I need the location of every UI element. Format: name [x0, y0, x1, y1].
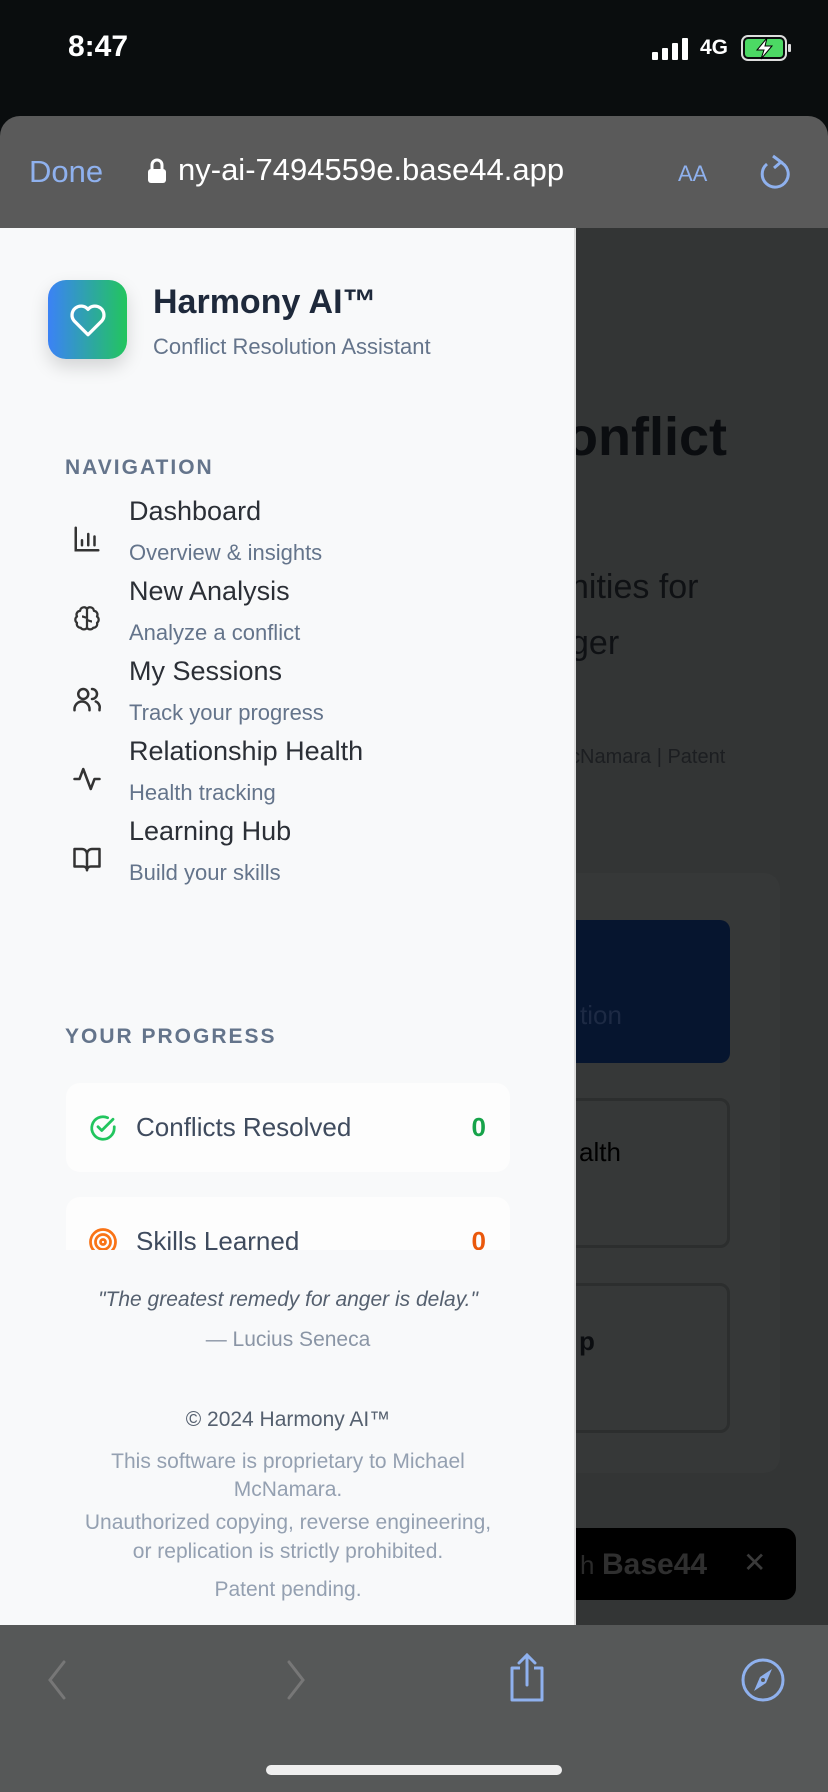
- nav-item-my-sessions[interactable]: My Sessions Track your progress: [60, 656, 540, 736]
- lock-icon: [148, 158, 166, 183]
- heart-icon: [69, 303, 106, 336]
- bg-tagline-2: ger: [570, 624, 620, 662]
- nav-item-label: Learning Hub: [129, 816, 292, 846]
- nav-item-sublabel: Overview & insights: [129, 540, 323, 565]
- nav-item-label: Relationship Health: [129, 736, 364, 766]
- sidebar: Harmony AI™ Conflict Resolution Assistan…: [0, 228, 576, 1625]
- book-open-icon: [73, 847, 101, 872]
- bg-card-text: p: [579, 1326, 595, 1356]
- patent-notice: Patent pending.: [214, 1578, 362, 1601]
- users-icon: [73, 687, 101, 712]
- nav-item-label: Dashboard: [129, 496, 262, 526]
- bg-credit: cNamara | Patent: [570, 746, 726, 768]
- copyright: © 2024 Harmony AI™: [185, 1408, 391, 1431]
- progress-value: 0: [471, 1112, 486, 1142]
- progress-card-conflicts-resolved: Conflicts Resolved 0: [66, 1083, 510, 1172]
- footer-line: McNamara.: [233, 1478, 343, 1501]
- nav-item-sublabel: Track your progress: [129, 700, 324, 725]
- signal-icon: [652, 38, 688, 60]
- footer-line: Unauthorized copying, reverse engineerin…: [84, 1511, 492, 1534]
- bar-chart-icon: [74, 526, 100, 552]
- badge-brand: Base44: [602, 1548, 708, 1581]
- footer-line: This software is proprietary to Michael: [111, 1450, 465, 1473]
- reload-icon[interactable]: [758, 154, 792, 192]
- web-page: onflict nities for ger cNamara | Patent …: [0, 228, 828, 1625]
- footer-line: or replication is strictly prohibited.: [132, 1540, 444, 1563]
- navigation-heading: NAVIGATION: [65, 456, 214, 479]
- made-with-base44-badge[interactable]: h Base44 ✕: [540, 1528, 796, 1600]
- status-time: 8:47: [68, 30, 129, 63]
- brain-icon: [74, 606, 100, 631]
- done-button[interactable]: Done: [29, 154, 104, 189]
- back-icon[interactable]: [44, 1659, 70, 1701]
- nav-item-sublabel: Build your skills: [129, 860, 281, 885]
- nav-item-sublabel: Health tracking: [129, 780, 276, 805]
- nav-item-label: My Sessions: [129, 656, 283, 686]
- text-size-label: AA: [678, 161, 708, 186]
- quote-author: — Lucius Seneca: [205, 1328, 371, 1351]
- nav-item-dashboard[interactable]: Dashboard Overview & insights: [60, 496, 540, 576]
- browser-toolbar: [0, 1625, 828, 1792]
- close-icon[interactable]: ✕: [743, 1547, 767, 1578]
- forward-icon[interactable]: [283, 1659, 309, 1701]
- nav-item-label: New Analysis: [129, 576, 290, 606]
- target-icon: [89, 1228, 117, 1250]
- compass-icon[interactable]: [740, 1657, 786, 1703]
- progress-card-skills-learned: Skills Learned 0: [66, 1197, 510, 1250]
- activity-icon: [73, 767, 101, 791]
- nav-item-learning-hub[interactable]: Learning Hub Build your skills: [60, 816, 540, 896]
- app-logo: [48, 280, 127, 359]
- browser-bar: Done ny-ai-7494559e.base44.app AA: [0, 116, 828, 228]
- nav-item-new-analysis[interactable]: New Analysis Analyze a conflict: [60, 576, 540, 656]
- check-circle-icon: [90, 1115, 116, 1141]
- progress-heading: YOUR PROGRESS: [65, 1025, 277, 1048]
- badge-prefix: h: [580, 1550, 595, 1580]
- battery-charging-icon: [741, 35, 791, 61]
- home-indicator: [266, 1765, 562, 1775]
- bg-tagline-1: nities for: [570, 568, 699, 606]
- quote-text: "The greatest remedy for anger is delay.…: [98, 1288, 478, 1311]
- network-type: 4G: [700, 36, 729, 59]
- share-icon[interactable]: [507, 1653, 547, 1703]
- app-title: Harmony AI™: [153, 283, 377, 321]
- progress-label: Conflicts Resolved: [136, 1112, 352, 1142]
- bg-heading: onflict: [565, 407, 727, 467]
- nav-item-sublabel: Analyze a conflict: [129, 620, 301, 645]
- status-bar: 8:47 4G: [0, 0, 828, 116]
- bg-card-text: alth: [579, 1137, 621, 1167]
- url-field[interactable]: ny-ai-7494559e.base44.app: [178, 152, 565, 187]
- text-size-button[interactable]: AA: [678, 156, 707, 188]
- progress-value: 0: [471, 1226, 486, 1250]
- nav-item-relationship-health[interactable]: Relationship Health Health tracking: [60, 736, 540, 816]
- app-subtitle: Conflict Resolution Assistant: [153, 334, 431, 359]
- bg-button-text: tion: [580, 1000, 622, 1030]
- progress-scroll-area[interactable]: Conflicts Resolved 0 Skills Learned 0: [0, 1078, 576, 1478]
- progress-label: Skills Learned: [136, 1226, 300, 1250]
